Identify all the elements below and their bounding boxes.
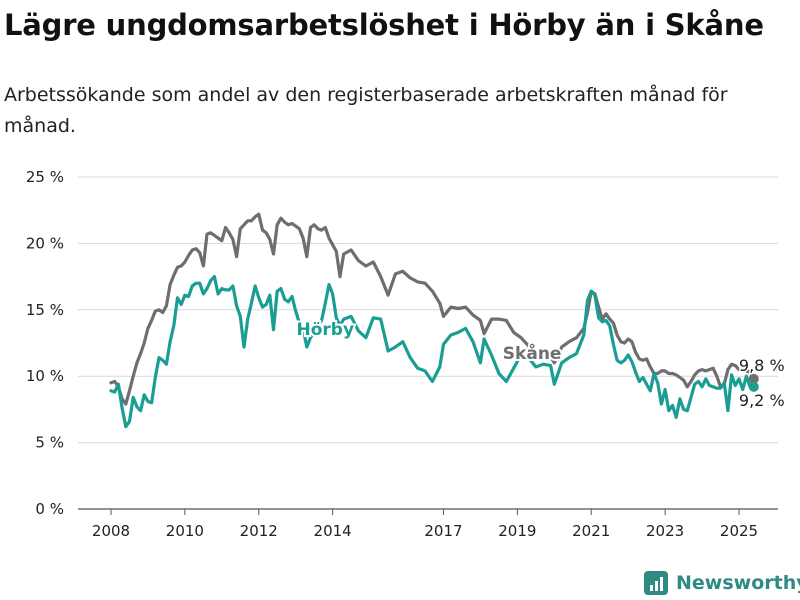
series-label: Skåne — [503, 342, 562, 364]
series-end-point — [748, 373, 759, 384]
y-tick-label: 5 % — [35, 434, 64, 452]
x-tick-label: 2023 — [646, 522, 684, 540]
x-tick-label: 2019 — [498, 522, 536, 540]
x-axis: 2008 2010 2012 2014 2017 2019 2021 2023 2025 — [92, 509, 758, 540]
y-tick-label: 15 % — [26, 301, 64, 319]
series-label: Hörby — [296, 320, 354, 340]
y-tick-label: 0 % — [35, 500, 64, 518]
brand-name: Newsworthy — [676, 572, 800, 594]
chart-gridlines — [78, 176, 778, 510]
x-tick-label: 2017 — [424, 522, 462, 540]
x-tick-label: 2025 — [720, 522, 758, 540]
y-tick-label: 10 % — [26, 367, 64, 385]
chart-title: Lägre ungdomsarbetslöshet i Hörby än i S… — [4, 8, 764, 42]
chart-subtitle: Arbetssökande som andel av den registerb… — [4, 84, 728, 137]
series-line-skne — [109, 212, 756, 406]
series-end-point — [748, 381, 759, 392]
series-end-label: 9,8 % — [739, 356, 785, 375]
series-line-hrby — [109, 275, 756, 429]
newsworthy-logo: Newsworthy — [644, 568, 800, 598]
x-tick-label: 2012 — [240, 522, 278, 540]
x-tick-label: 2014 — [314, 522, 352, 540]
y-axis: 0 % 5 % 10 % 15 % 20 % 25 % — [26, 168, 64, 518]
x-tick-label: 2010 — [166, 522, 204, 540]
x-tick-label: 2021 — [572, 522, 610, 540]
y-tick-label: 20 % — [26, 234, 64, 252]
y-tick-label: 25 % — [26, 168, 64, 186]
chart-series — [109, 212, 759, 429]
x-tick-label: 2008 — [92, 522, 130, 540]
series-labels: Skåne Hörby 9,8 % 9,2 % — [294, 318, 786, 411]
bar-chart-icon — [644, 571, 668, 595]
series-end-label: 9,2 % — [739, 391, 785, 410]
